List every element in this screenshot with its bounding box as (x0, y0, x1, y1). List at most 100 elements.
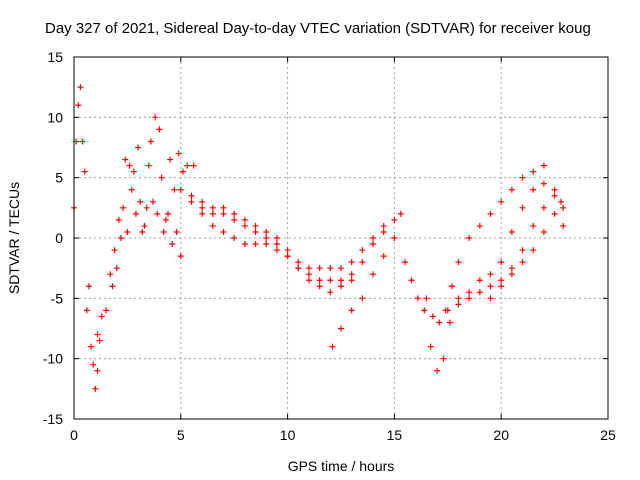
data-point (440, 355, 447, 362)
data-point (402, 259, 409, 266)
data-point (263, 241, 270, 248)
data-point (348, 277, 355, 284)
data-point (476, 222, 483, 229)
data-point (220, 204, 227, 211)
data-point (519, 174, 526, 181)
data-point (81, 168, 88, 175)
data-point (414, 295, 421, 302)
data-point (327, 265, 334, 272)
data-point (141, 222, 148, 229)
data-point (316, 277, 323, 284)
data-point (449, 283, 456, 290)
data-point (466, 235, 473, 241)
data-point (338, 325, 344, 332)
data-point (173, 228, 180, 235)
data-point (145, 162, 152, 169)
data-point (122, 156, 129, 163)
x-tick-label: 25 (600, 427, 616, 443)
data-point (209, 210, 216, 217)
data-point (220, 210, 227, 217)
series-track-e (177, 186, 398, 272)
data-point (284, 253, 291, 260)
data-point (85, 283, 92, 290)
data-point (397, 210, 404, 217)
data-point (117, 235, 124, 241)
data-point (444, 307, 451, 314)
data-point (329, 343, 336, 350)
data-point (498, 259, 505, 266)
series-track-f (188, 198, 387, 284)
data-point (455, 259, 462, 266)
data-point (147, 138, 154, 145)
grid-lines (74, 57, 608, 419)
data-point (199, 204, 206, 211)
data-point (498, 283, 505, 290)
data-point (162, 216, 169, 223)
data-point (77, 84, 84, 91)
data-point (220, 228, 227, 235)
data-point (436, 319, 443, 326)
x-axis-label: GPS time / hours (288, 458, 395, 474)
data-point (273, 247, 280, 254)
data-point (184, 162, 191, 169)
data-point (455, 301, 462, 308)
data-point (519, 204, 526, 211)
data-point (498, 277, 505, 284)
data-point (164, 210, 171, 217)
data-point (434, 367, 441, 374)
data-point (530, 168, 537, 175)
data-point (519, 259, 526, 266)
data-point (177, 186, 184, 193)
data-point (111, 247, 118, 254)
data-point (126, 162, 133, 169)
data-point (476, 289, 483, 296)
data-point (560, 222, 567, 229)
data-point (519, 247, 526, 254)
data-point (348, 271, 355, 278)
data-point (241, 222, 248, 229)
x-tick-label: 20 (493, 427, 509, 443)
data-point (327, 277, 334, 284)
data-point (295, 259, 302, 266)
chart-title: Day 327 of 2021, Sidereal Day-to-day VTE… (45, 20, 591, 37)
data-point (231, 210, 238, 217)
data-point (94, 367, 101, 374)
data-point (530, 247, 537, 254)
series-track-h (329, 210, 404, 350)
x-tick-label: 15 (387, 427, 403, 443)
data-point (263, 228, 270, 235)
data-point (530, 222, 537, 229)
data-point (338, 277, 344, 284)
data-point (305, 277, 312, 284)
series-track-d (109, 114, 184, 290)
data-point (487, 271, 494, 278)
data-point (83, 307, 90, 314)
data-point (252, 241, 259, 248)
series-track-j (423, 162, 547, 326)
data-point (348, 307, 355, 314)
data-point (551, 192, 558, 199)
x-tick-label: 0 (70, 427, 78, 443)
x-tick-label: 10 (280, 427, 296, 443)
y-tick-label: 5 (55, 170, 63, 186)
data-point (327, 289, 334, 296)
data-point (199, 210, 206, 217)
data-point (429, 313, 436, 320)
data-point (508, 186, 515, 193)
series-track-b (81, 168, 103, 392)
data-point (391, 216, 398, 223)
data-point (370, 271, 377, 278)
data-point (540, 228, 547, 235)
y-tick-label: 10 (47, 109, 63, 125)
data-point (209, 222, 216, 229)
data-point (421, 307, 428, 314)
data-point (190, 162, 197, 169)
data-point (380, 253, 387, 260)
data-point (263, 235, 270, 241)
data-point (455, 295, 462, 302)
data-point (487, 210, 494, 217)
data-point (508, 265, 515, 272)
data-point (177, 253, 184, 260)
data-point (79, 138, 86, 145)
series-track-a (71, 84, 86, 211)
